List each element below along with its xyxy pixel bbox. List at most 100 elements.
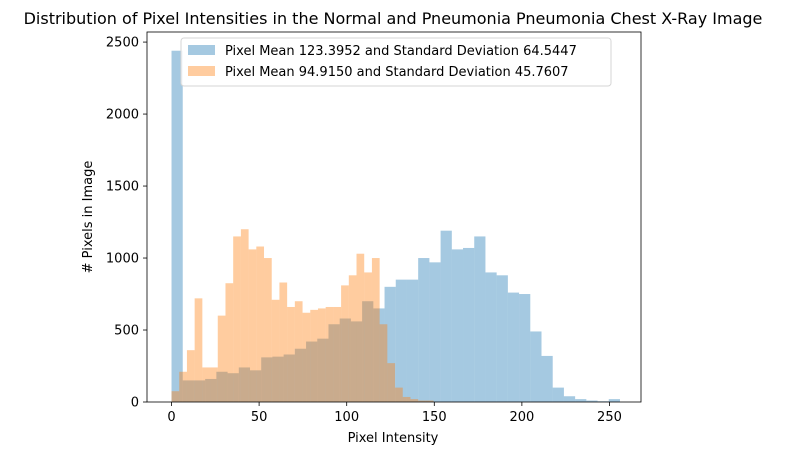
histogram-bar (379, 324, 388, 402)
histogram-bar (356, 253, 365, 402)
histogram-bar (271, 299, 280, 402)
histogram-bar (227, 373, 239, 402)
histogram-bar (317, 338, 329, 402)
plot-background (147, 32, 641, 402)
histogram-bar (395, 387, 403, 402)
histogram-bar (179, 371, 187, 402)
histogram-bar (225, 283, 234, 402)
histogram-bar (294, 348, 307, 402)
histogram-bar (575, 399, 587, 402)
chart-title: Distribution of Pixel Intensities in the… (24, 9, 763, 28)
x-axis-ticks: 0 50 100 150 200 250 (167, 402, 622, 425)
histogram-bar (182, 380, 194, 402)
histogram-bar (463, 247, 475, 402)
histogram-bar (362, 301, 374, 402)
histogram-bar (202, 367, 211, 402)
legend-label: Pixel Mean 123.3952 and Standard Deviati… (225, 44, 577, 59)
histogram-bar (171, 50, 183, 403)
x-tick-label: 250 (597, 410, 622, 425)
histogram-bar (395, 279, 407, 402)
legend-box (180, 37, 612, 87)
histogram-bar (306, 341, 318, 402)
histogram-bar (279, 282, 288, 402)
histogram-bar (410, 399, 419, 402)
y-tick-label: 2500 (106, 36, 139, 51)
histogram-bar (302, 312, 311, 402)
histogram-bar (328, 324, 340, 402)
x-tick-label: 100 (334, 410, 359, 425)
y-axis-label: # Pixels in Image (81, 161, 96, 274)
histogram-bar (310, 309, 318, 402)
histogram-bar (341, 285, 349, 402)
histogram-bar (350, 321, 363, 402)
histogram-bar (440, 230, 452, 402)
histogram-bar (371, 258, 380, 402)
histogram-bar (387, 363, 396, 402)
histogram-bar (194, 298, 203, 402)
histogram-bar (216, 371, 228, 402)
histogram-bar (217, 315, 226, 402)
histogram-bar (233, 236, 241, 402)
histogram-bar (317, 308, 326, 402)
histogram-bar (325, 306, 334, 402)
histogram-bar (238, 367, 251, 402)
histogram-bar (333, 306, 342, 402)
axes (146, 31, 642, 403)
series-normal-bars (171, 50, 620, 403)
legend-label: Pixel Mean 94.9150 and Standard Deviatio… (225, 65, 569, 80)
y-tick-label: 0 (131, 396, 139, 411)
histogram-bar (272, 356, 284, 402)
histogram-bar (418, 400, 426, 402)
histogram-bar (429, 262, 441, 402)
histogram-bar (205, 378, 217, 402)
histogram-bar (210, 367, 218, 402)
y-tick-label: 2000 (106, 108, 139, 123)
legend: Pixel Mean 123.3952 and Standard Deviati… (180, 37, 612, 87)
y-tick-label: 1000 (106, 252, 139, 267)
histogram-bar (402, 396, 411, 402)
x-tick-label: 50 (251, 410, 268, 425)
histogram-bar (563, 396, 576, 402)
histogram-bar (425, 400, 434, 402)
histogram-bar (586, 400, 598, 402)
histogram-bar (541, 355, 553, 402)
histogram-bar (248, 249, 257, 402)
x-tick-label: 0 (167, 410, 175, 425)
histogram-bar (373, 308, 385, 402)
histogram-bar (256, 246, 265, 402)
histogram-bar (608, 399, 620, 402)
histogram-bar (418, 258, 430, 402)
histogram-bar (348, 275, 357, 402)
plot-area (147, 32, 641, 402)
histogram-bar (250, 370, 262, 402)
histogram-bar (496, 275, 508, 402)
x-tick-label: 200 (509, 410, 534, 425)
histogram-bar (474, 236, 486, 402)
y-tick-label: 1500 (106, 180, 139, 195)
histogram-bar (264, 258, 272, 402)
x-axis-label: Pixel Intensity (348, 431, 439, 446)
histogram-bar (171, 391, 180, 402)
histogram-bar (339, 318, 351, 402)
y-axis-ticks: 0 500 1000 1500 2000 2500 (106, 36, 147, 411)
histogram-bar (519, 294, 531, 402)
legend-swatch (188, 45, 215, 55)
axes-frame (146, 31, 642, 403)
histogram-bar (384, 286, 396, 402)
histogram-bar (186, 350, 195, 402)
y-tick-label: 500 (114, 324, 139, 339)
histogram-bar (485, 272, 497, 402)
histogram-bar (530, 331, 542, 402)
histogram-bar (451, 249, 464, 402)
histogram-bar (406, 279, 419, 402)
histogram-bar (193, 380, 206, 402)
x-tick-label: 150 (422, 410, 447, 425)
legend-swatch (188, 66, 215, 76)
histogram-bar (294, 301, 303, 402)
histogram-bar (364, 272, 372, 402)
histogram-bar (283, 354, 295, 402)
histogram-bar (240, 229, 249, 402)
histogram-bar (507, 292, 520, 402)
histogram-bar (287, 306, 295, 402)
